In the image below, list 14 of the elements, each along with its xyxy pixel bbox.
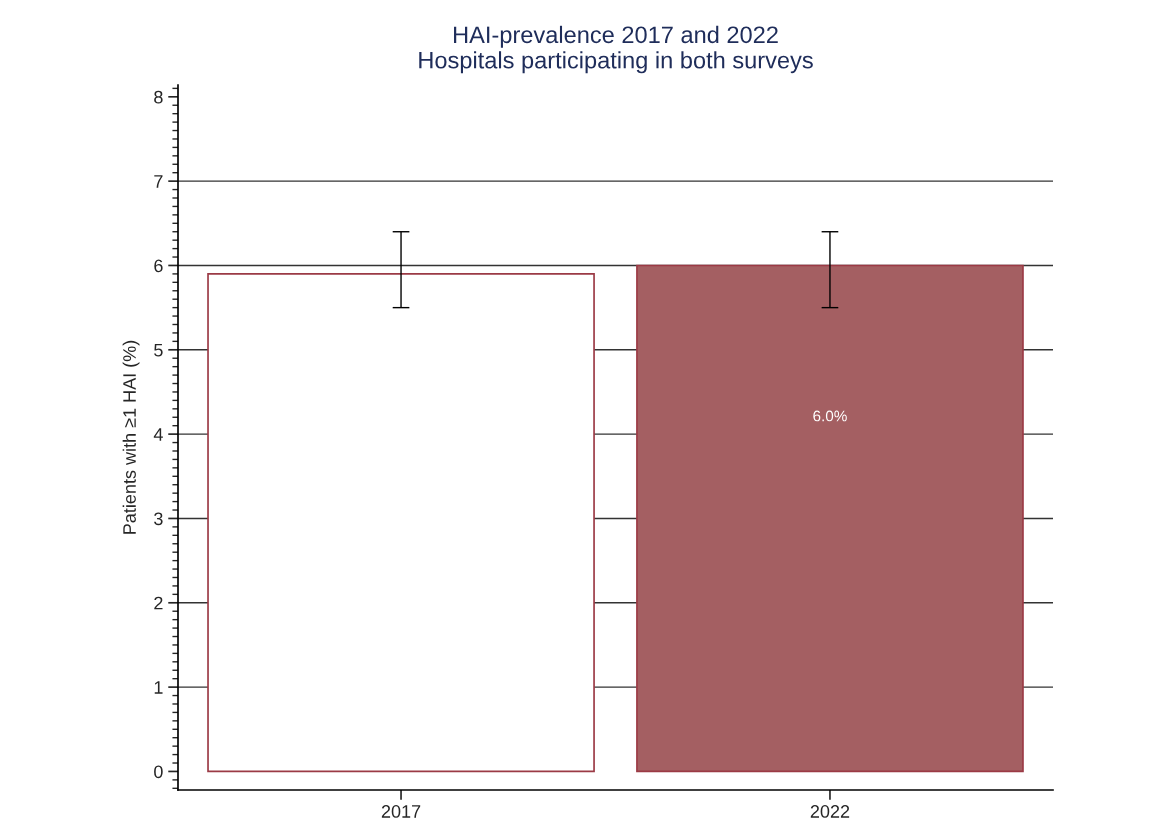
- y-tick-label: 7: [154, 175, 163, 188]
- x-tick-label: 2017: [381, 805, 421, 818]
- y-tick-label: 8: [154, 90, 163, 104]
- chart-title: HAI-prevalence 2017 and 2022 Hospitals participating in both surveys: [419, 25, 813, 74]
- y-tick-label: 4: [153, 428, 163, 441]
- x-tick-label: 2022: [810, 805, 850, 818]
- y-tick-label: 1: [154, 681, 163, 694]
- y-tick-label: 6: [154, 259, 163, 273]
- data-label: 6.0%: [813, 410, 847, 422]
- y-tick-label: 2: [154, 596, 163, 610]
- y-axis-title: Patients with ≥1 HAI (%): [122, 340, 140, 534]
- y-tick-label: 5: [154, 343, 163, 357]
- y-tick-label: 3: [154, 512, 163, 526]
- y-tick-label: 0: [154, 765, 163, 779]
